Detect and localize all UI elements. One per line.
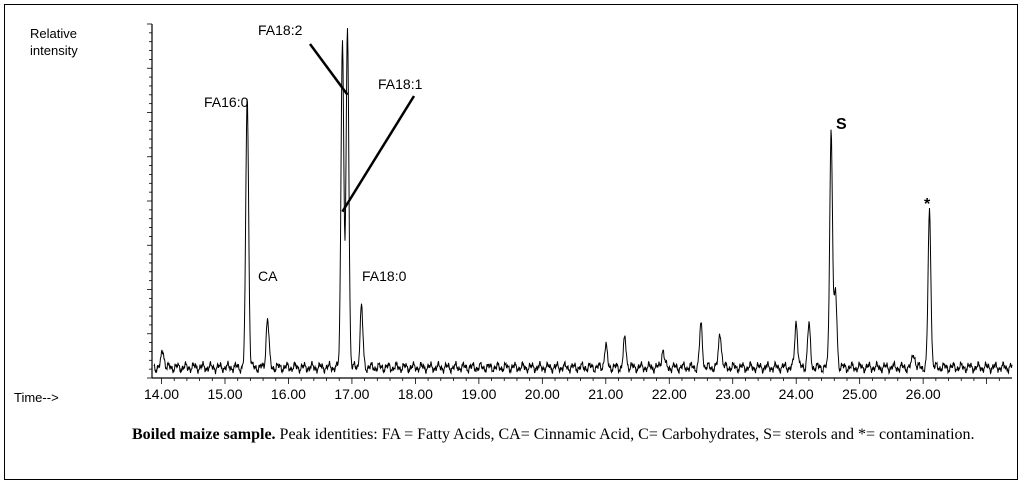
x-tick-label: 22.00: [651, 386, 687, 402]
chromatogram-trace: [153, 28, 1013, 376]
x-tick-label: 26.00: [905, 386, 941, 402]
leader-line-fa18-1: [341, 95, 416, 213]
peak-label-contamination: *: [924, 196, 931, 213]
peak-label-s: S: [836, 116, 847, 133]
x-axis-ticks: [161, 378, 1000, 384]
y-axis-label-line-2: intensity: [30, 43, 78, 58]
y-axis-ticks: [147, 23, 152, 379]
x-tick-label: 19.00: [461, 386, 497, 402]
x-tick-label: 14.00: [143, 386, 180, 402]
figure-frame: [4, 4, 1018, 480]
peak-label-fa18-1: FA18:1: [378, 76, 423, 92]
x-tick-label: 25.00: [842, 386, 878, 402]
x-tick-label: 18.00: [397, 386, 433, 402]
x-tick-label: 20.00: [524, 386, 560, 402]
peak-label-fa18-2: FA18:2: [258, 22, 303, 38]
peak-label-fa16-0: FA16:0: [204, 94, 249, 110]
leader-line-fa18-2: [308, 43, 349, 96]
annotation-leader-lines: [308, 43, 416, 213]
x-tick-label: 17.00: [334, 386, 370, 402]
figure-caption: Boiled maize sample. Peak identities: FA…: [32, 424, 1012, 446]
x-tick-label: 23.00: [715, 386, 751, 402]
caption-text: Peak identities: FA = Fatty Acids, CA= C…: [275, 426, 975, 443]
peak-label-ca: CA: [258, 268, 278, 284]
y-axis-label-line-1: Relative: [30, 26, 77, 41]
x-tick-label: 15.00: [207, 386, 243, 402]
x-tick-label: 16.00: [270, 386, 306, 402]
x-tick-label: 24.00: [778, 386, 814, 402]
x-axis-label: Time-->: [14, 390, 59, 405]
x-tick-label: 21.00: [588, 386, 624, 402]
caption-bold: Boiled maize sample.: [132, 426, 276, 443]
peak-label-fa18-0: FA18:0: [362, 268, 407, 284]
